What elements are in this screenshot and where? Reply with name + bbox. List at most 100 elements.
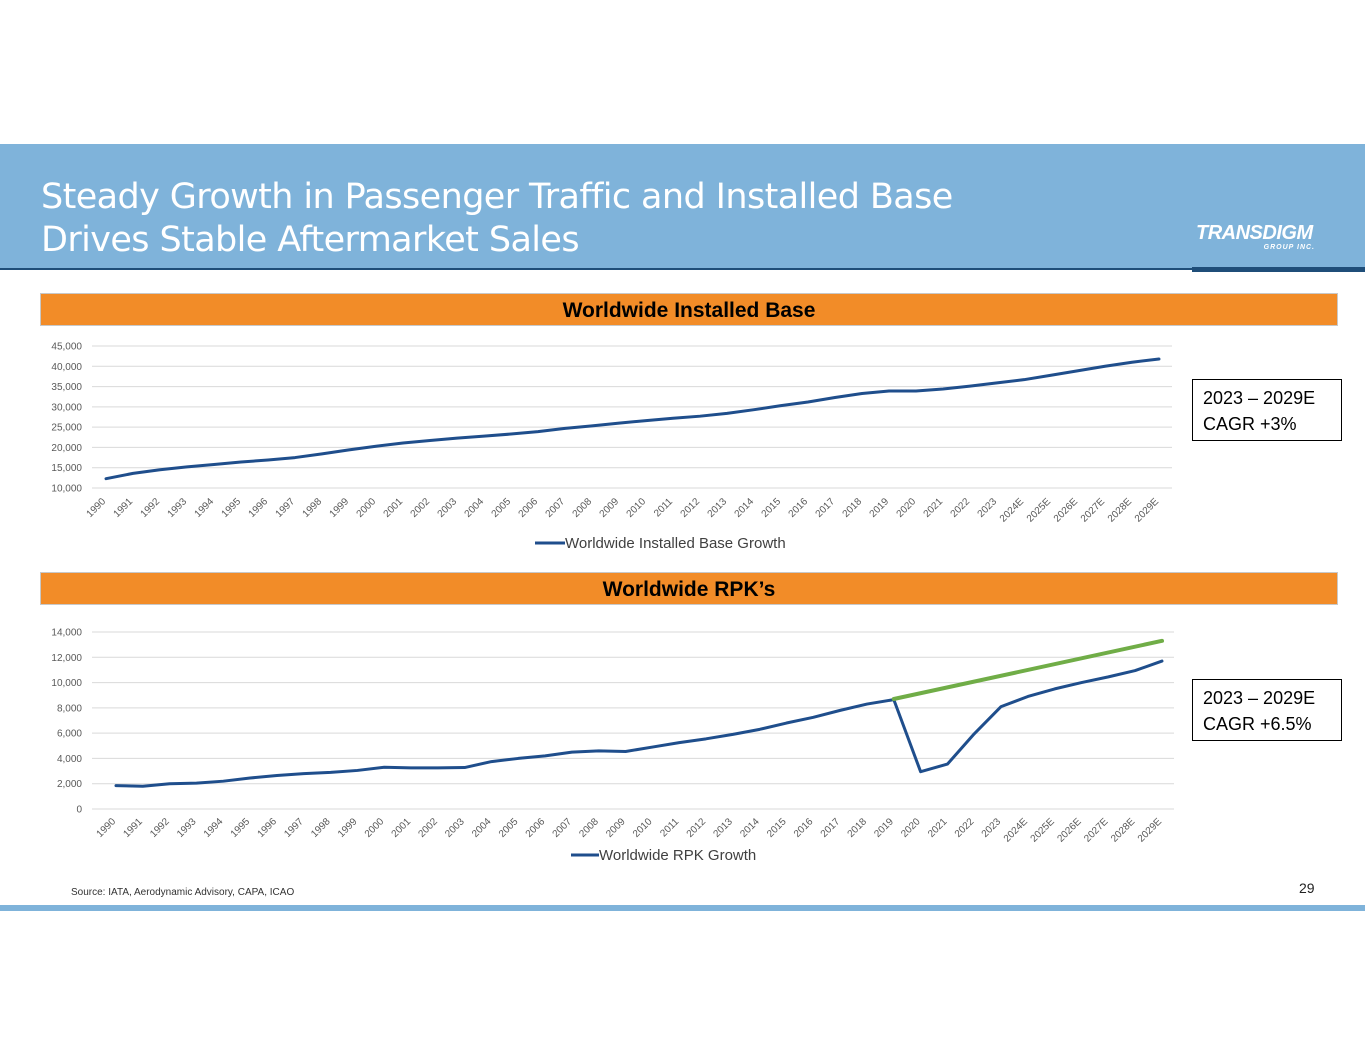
- x-tick-label: 2028E: [1109, 816, 1137, 844]
- logo-wordmark: TRANSDIGM: [1196, 222, 1313, 244]
- footer-band: [0, 905, 1365, 911]
- x-tick-label: 2012: [685, 816, 709, 840]
- x-tick-label: 1993: [175, 816, 199, 840]
- x-tick-label: 2020: [895, 496, 919, 520]
- x-tick-label: 2019: [868, 496, 892, 520]
- rpk-banner: Worldwide RPK’s: [40, 572, 1338, 605]
- y-tick-label: 0: [76, 805, 82, 816]
- installed-cagr-box: 2023 – 2029E CAGR +3%: [1192, 379, 1342, 441]
- rpk-cagr-box: 2023 – 2029E CAGR +6.5%: [1192, 679, 1342, 741]
- rpk-cagr-period: 2023 – 2029E: [1203, 688, 1316, 708]
- x-tick-label: 2025E: [1025, 496, 1053, 524]
- x-tick-label: 1997: [282, 816, 306, 840]
- y-tick-label: 4,000: [57, 754, 82, 765]
- rpk-cagr-value: CAGR +6.5%: [1203, 714, 1312, 734]
- y-tick-label: 20,000: [51, 443, 82, 454]
- x-tick-label: 2016: [787, 496, 811, 520]
- x-tick-label: 2017: [814, 496, 838, 520]
- x-tick-label: 2001: [382, 496, 406, 520]
- x-tick-label: 2013: [711, 816, 735, 840]
- logo-underline: [1192, 267, 1365, 272]
- x-tick-label: 1990: [95, 816, 119, 840]
- x-tick-label: 2000: [355, 496, 379, 520]
- x-tick-label: 2028E: [1106, 496, 1134, 524]
- x-tick-label: 2006: [524, 816, 548, 840]
- x-tick-label: 1992: [148, 816, 172, 840]
- source-note: Source: IATA, Aerodynamic Advisory, CAPA…: [71, 887, 295, 898]
- x-tick-label: 2005: [497, 816, 521, 840]
- x-tick-label: 2010: [631, 816, 655, 840]
- x-tick-label: 1999: [328, 496, 352, 520]
- x-tick-label: 1999: [336, 816, 360, 840]
- x-tick-label: 2016: [792, 816, 816, 840]
- x-tick-label: 2006: [517, 496, 541, 520]
- x-tick-label: 1995: [229, 816, 253, 840]
- x-tick-label: 2029E: [1136, 816, 1164, 844]
- x-tick-label: 2015: [760, 496, 784, 520]
- x-tick-label: 1994: [193, 496, 217, 520]
- page-number: 29: [1299, 880, 1315, 896]
- x-tick-label: 2022: [949, 496, 973, 520]
- transdigm-logo: TRANSDIGM GROUP INC.: [1196, 222, 1321, 252]
- series-line: [104, 357, 1161, 481]
- x-tick-label: 2029E: [1133, 496, 1161, 524]
- x-tick-label: 2004: [463, 496, 487, 520]
- y-tick-label: 6,000: [57, 729, 82, 740]
- y-tick-label: 10,000: [51, 484, 82, 495]
- slide-title-line1: Steady Growth in Passenger Traffic and I…: [41, 177, 953, 217]
- x-tick-label: 2024E: [1002, 816, 1030, 844]
- x-tick-label: 2002: [416, 816, 440, 840]
- x-tick-label: 2010: [625, 496, 649, 520]
- x-tick-label: 2026E: [1055, 816, 1083, 844]
- installed-base-banner: Worldwide Installed Base: [40, 293, 1338, 326]
- x-tick-label: 1991: [121, 816, 145, 840]
- x-tick-label: 2002: [409, 496, 433, 520]
- legend-label: Worldwide Installed Base Growth: [565, 535, 786, 552]
- x-tick-label: 2025E: [1029, 816, 1057, 844]
- x-tick-label: 2017: [819, 816, 843, 840]
- x-tick-label: 2008: [571, 496, 595, 520]
- x-tick-label: 1996: [256, 816, 280, 840]
- x-tick-label: 1991: [112, 496, 136, 520]
- y-tick-label: 45,000: [51, 342, 82, 353]
- x-tick-label: 1998: [309, 816, 333, 840]
- y-tick-label: 25,000: [51, 423, 82, 434]
- slide-title-line2: Drives Stable Aftermarket Sales: [41, 220, 580, 260]
- x-tick-label: 2009: [604, 816, 628, 840]
- x-tick-label: 2026E: [1052, 496, 1080, 524]
- rpk-chart: 0 2,000 4,000 6,000 8,000 10,000 12,000 14,000 1…: [51, 628, 1174, 864]
- y-tick-label: 8,000: [57, 703, 82, 714]
- installed-cagr-period: 2023 – 2029E: [1203, 388, 1316, 408]
- x-tick-label: 1997: [274, 496, 298, 520]
- header-band: [0, 144, 1365, 268]
- x-tick-label: 1994: [202, 816, 226, 840]
- x-tick-label: 2011: [652, 496, 675, 519]
- x-tick-label: 1995: [220, 496, 244, 520]
- x-tick-label: 2021: [922, 496, 946, 520]
- x-tick-label: 2007: [544, 496, 568, 520]
- y-tick-label: 10,000: [51, 678, 82, 689]
- x-tick-label: 2021: [926, 816, 950, 840]
- x-tick-label: 1992: [139, 496, 163, 520]
- x-tick-label: 1990: [85, 496, 109, 520]
- x-tick-label: 2022: [953, 816, 977, 840]
- x-tick-label: 2008: [577, 816, 601, 840]
- x-tick-label: 2019: [872, 816, 896, 840]
- logo-subtitle: GROUP INC.: [1263, 244, 1315, 251]
- x-tick-label: 2003: [436, 496, 460, 520]
- x-tick-label: 2023: [980, 816, 1004, 840]
- series-line: [114, 659, 1164, 788]
- x-tick-label: 2012: [679, 496, 703, 520]
- x-tick-label: 2018: [846, 816, 870, 840]
- y-tick-label: 2,000: [57, 779, 82, 790]
- x-tick-label: 2003: [443, 816, 467, 840]
- header-divider: [0, 268, 1365, 270]
- x-tick-label: 2018: [841, 496, 865, 520]
- y-tick-label: 14,000: [51, 628, 82, 639]
- x-tick-label: 2014: [733, 496, 757, 520]
- x-tick-label: 1998: [301, 496, 325, 520]
- y-tick-label: 40,000: [51, 362, 82, 373]
- trend-line: [891, 638, 1164, 702]
- y-tick-label: 15,000: [51, 463, 82, 474]
- x-tick-label: 2027E: [1082, 816, 1110, 844]
